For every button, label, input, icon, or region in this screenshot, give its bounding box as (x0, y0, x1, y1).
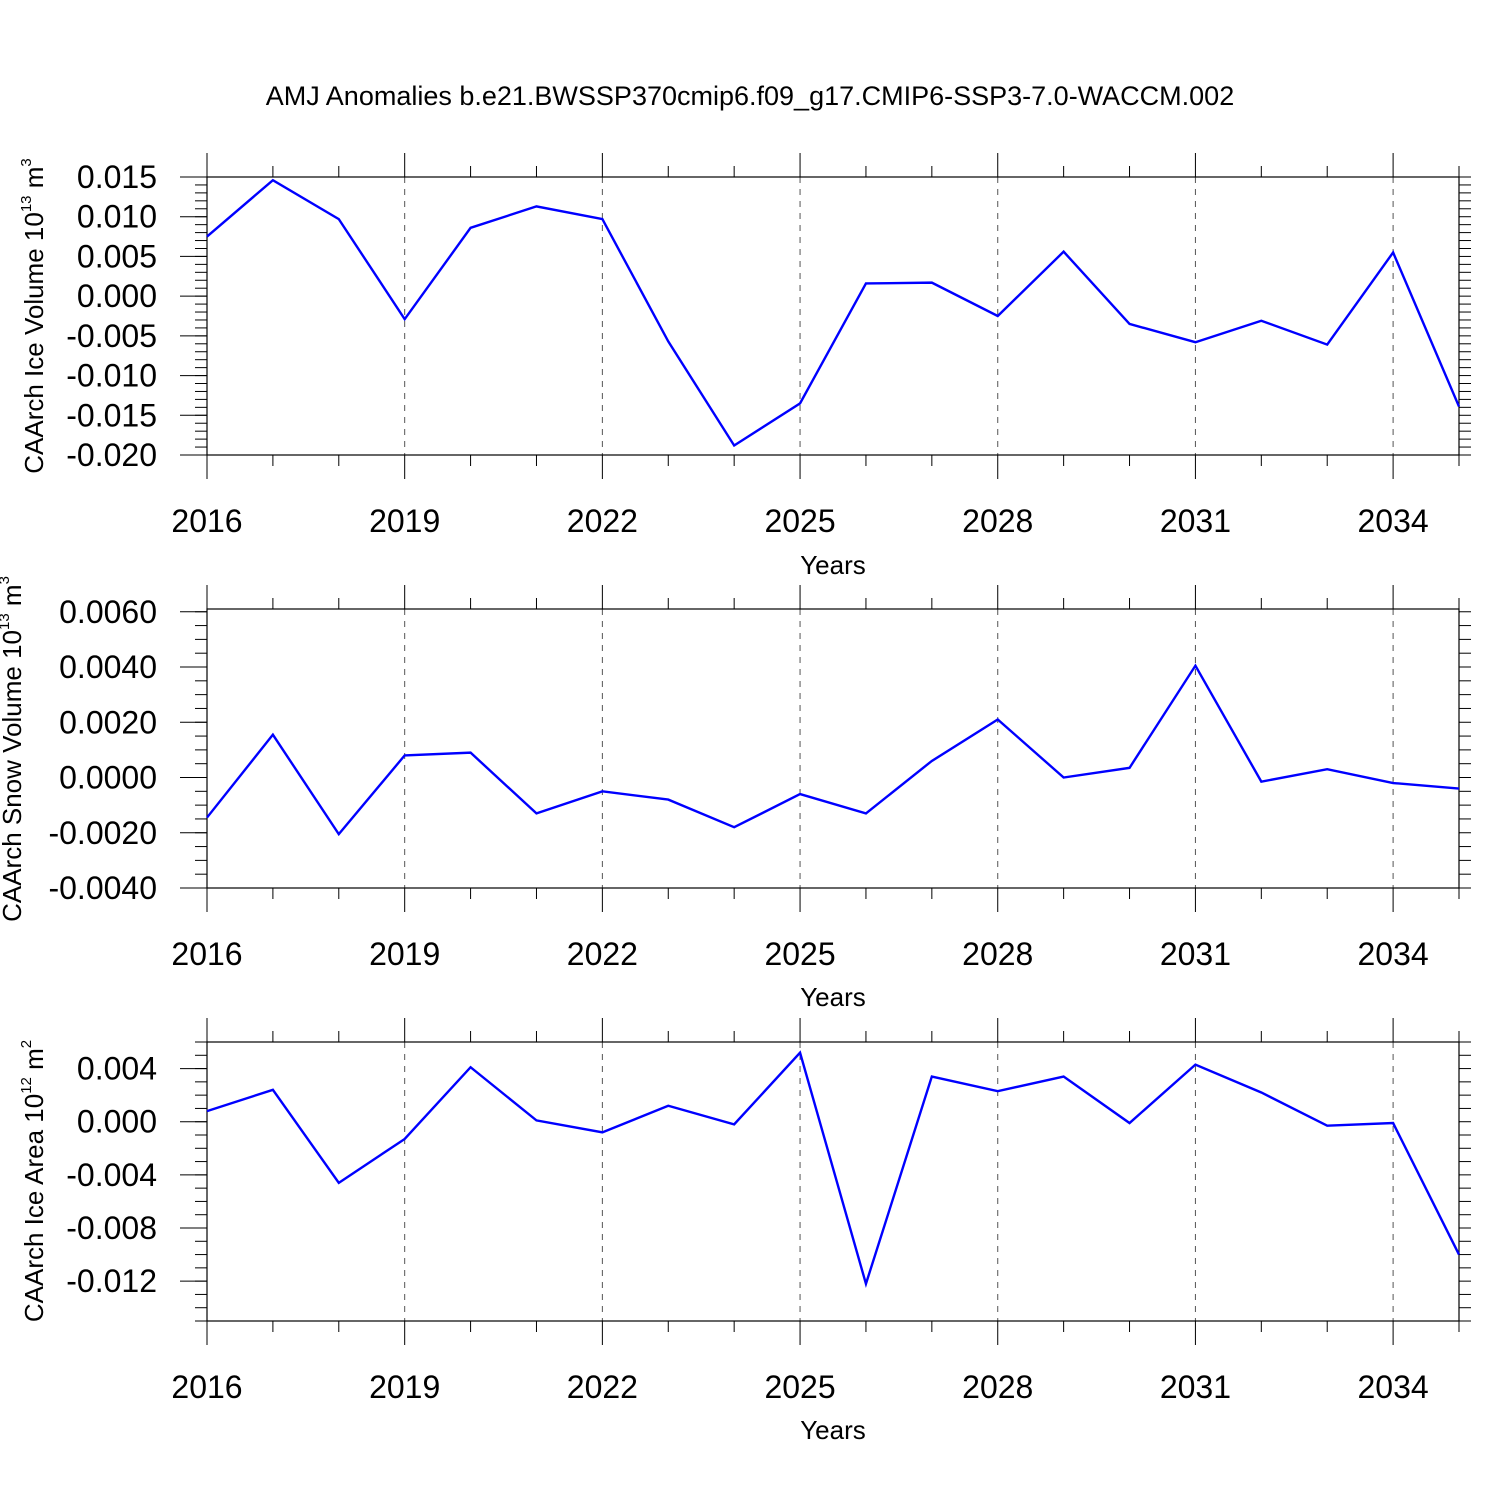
y-axis-label-unit-exponent: 3 (0, 576, 13, 584)
x-tick-label: 2016 (171, 936, 242, 972)
x-tick-label: 2019 (369, 503, 440, 539)
x-tick-label: 2019 (369, 936, 440, 972)
y-tick-label: 0.0020 (59, 704, 157, 740)
y-tick-label: -0.0040 (48, 870, 157, 906)
x-tick-label: 2019 (369, 1369, 440, 1405)
y-axis-label-exponent: 13 (18, 195, 35, 212)
figure-title: AMJ Anomalies b.e21.BWSSP370cmip6.f09_g1… (266, 81, 1234, 111)
x-tick-label: 2031 (1160, 936, 1231, 972)
panel-ice-volume: CAArch Ice Volume 1013 m3 Years 2016 2019… (18, 153, 1471, 580)
plot-frame (206, 608, 1460, 889)
x-tick-label: 2022 (567, 936, 638, 972)
plot-frame (206, 1041, 1460, 1322)
x-tick-label: 2031 (1160, 503, 1231, 539)
y-tick-label: 0.0000 (59, 760, 157, 796)
panel-snow-volume: CAArch Snow Volume 1013 m3 Years 2016 201… (0, 576, 1471, 1012)
y-axis-label-unit: m (0, 584, 27, 613)
y-tick-label: 0.004 (77, 1051, 157, 1087)
x-tick-label: 2028 (962, 936, 1033, 972)
y-axis-label-exponent: 13 (0, 613, 13, 630)
x-tick-label: 2028 (962, 503, 1033, 539)
y-axis-label-text: CAArch Snow Volume 10 (0, 630, 27, 922)
x-tick-label: 2034 (1358, 936, 1429, 972)
y-axis-label: CAArch Ice Volume 1013 m3 (18, 158, 49, 474)
y-tick-label: -0.004 (66, 1157, 157, 1193)
y-tick-label: 0.000 (77, 1104, 157, 1140)
y-tick-label: 0.0060 (59, 594, 157, 630)
y-tick-label: 0.0040 (59, 649, 157, 685)
y-axis-label: CAArch Ice Area 1012 m2 (18, 1040, 49, 1322)
plot-frame (206, 176, 1460, 456)
series-line (206, 1050, 1461, 1288)
y-tick-label: 0.010 (77, 199, 157, 235)
y-tick-label: 0.015 (77, 159, 157, 195)
y-tick-label: 0.000 (77, 278, 157, 314)
y-axis-label-unit-exponent: 3 (18, 158, 35, 166)
y-tick-label: -0.005 (66, 318, 157, 354)
panel-ice-area: CAArch Ice Area 1012 m2 Years 2016 2019 20… (18, 1018, 1471, 1445)
x-axis-label: Years (800, 982, 866, 1012)
y-tick-label: -0.012 (66, 1263, 157, 1299)
x-tick-label: 2034 (1358, 503, 1429, 539)
y-tick-label: -0.0020 (48, 815, 157, 851)
y-axis-label-unit: m (19, 1048, 49, 1077)
y-tick-label: -0.010 (66, 358, 157, 394)
y-axis-label: CAArch Snow Volume 1013 m3 (0, 576, 27, 922)
x-tick-label: 2022 (567, 503, 638, 539)
x-tick-label: 2031 (1160, 1369, 1231, 1405)
x-tick-label: 2016 (171, 1369, 242, 1405)
series-line (206, 178, 1461, 448)
x-axis-label: Years (800, 550, 866, 580)
x-tick-label: 2022 (567, 1369, 638, 1405)
series-line (206, 663, 1460, 837)
x-tick-label: 2016 (171, 503, 242, 539)
y-axis-label-text: CAArch Ice Volume 10 (19, 212, 49, 474)
x-tick-label: 2034 (1358, 1369, 1429, 1405)
x-axis-label: Years (800, 1415, 866, 1445)
x-tick-label: 2025 (764, 503, 835, 539)
y-axis-label-text: CAArch Ice Area 10 (19, 1094, 49, 1322)
y-axis-label-unit: m (19, 167, 49, 196)
x-tick-label: 2028 (962, 1369, 1033, 1405)
y-tick-label: -0.015 (66, 397, 157, 433)
x-tick-label: 2025 (764, 936, 835, 972)
y-tick-label: -0.020 (66, 437, 157, 473)
y-axis-label-unit-exponent: 2 (18, 1040, 35, 1048)
y-tick-label: -0.008 (66, 1210, 157, 1246)
y-axis-label-exponent: 12 (18, 1077, 35, 1094)
x-tick-label: 2025 (764, 1369, 835, 1405)
y-tick-label: 0.005 (77, 238, 157, 274)
